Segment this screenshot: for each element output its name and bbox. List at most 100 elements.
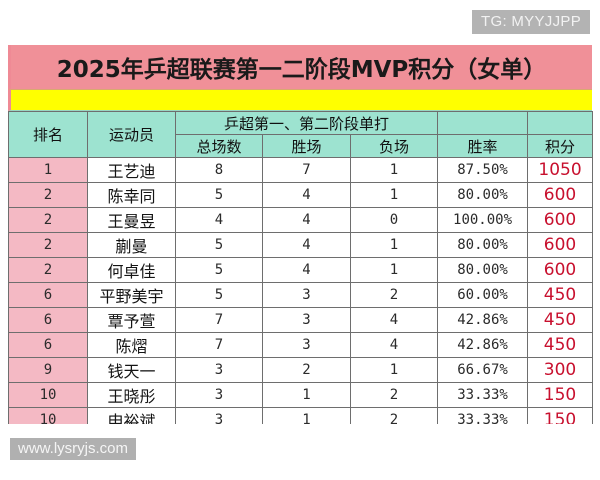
points-cell: 600	[527, 207, 594, 233]
wins-cell: 2	[262, 357, 351, 383]
rank-cell: 9	[8, 357, 88, 383]
total-cell: 4	[175, 207, 263, 233]
wins-cell: 3	[262, 282, 351, 308]
column-header-total: 总场数	[175, 134, 263, 158]
column-header-wins: 胜场	[262, 134, 351, 158]
wins-cell: 7	[262, 157, 351, 183]
table-row: 6 覃予萱 7 3 4 42.86% 450	[8, 307, 594, 333]
player-cell: 覃予萱	[87, 307, 176, 333]
header-spacer-winrate	[437, 111, 529, 135]
points-cell: 450	[527, 307, 594, 333]
player-cell: 何卓佳	[87, 257, 176, 283]
table-row: 6 陈熠 7 3 4 42.86% 450	[8, 332, 594, 358]
column-group-header-singles: 乒超第一、第二阶段单打	[174, 111, 439, 135]
points-cell: 1050	[527, 157, 594, 183]
rank-cell: 6	[8, 307, 88, 333]
winrate-cell: 42.86%	[437, 332, 529, 358]
table-row: 10 王晓彤 3 1 2 33.33% 150	[8, 382, 594, 408]
losses-cell: 1	[349, 357, 439, 383]
total-cell: 3	[175, 357, 263, 383]
header-row-bottom: 总场数 胜场 负场 胜率 积分	[9, 134, 594, 158]
player-cell: 王晓彤	[87, 382, 176, 408]
player-cell: 陈熠	[87, 332, 176, 358]
table-row: 6 平野美宇 5 3 2 60.00% 450	[8, 282, 594, 308]
wins-cell: 4	[262, 182, 351, 208]
winrate-cell: 42.86%	[437, 307, 529, 333]
player-cell: 陈幸同	[87, 182, 176, 208]
rank-cell: 6	[8, 332, 88, 358]
rank-cell: 10	[8, 382, 88, 408]
points-cell: 600	[527, 182, 594, 208]
winrate-cell: 80.00%	[437, 182, 529, 208]
winrate-cell: 60.00%	[437, 282, 529, 308]
total-cell: 5	[175, 257, 263, 283]
total-cell: 7	[175, 332, 263, 358]
table-row: 9 钱天一 3 2 1 66.67% 300	[8, 357, 594, 383]
player-cell: 平野美宇	[87, 282, 176, 308]
score-sheet: 2025年乒超联赛第一二阶段MVP积分（女单） 排名 运动员 乒超第一、第二阶段…	[8, 45, 594, 458]
table-body: 1 王艺迪 8 7 1 87.50% 1050 2 陈幸同 5 4 1 80.00% 600 2 王曼昱 4 4 0…	[8, 157, 594, 458]
total-cell: 3	[175, 382, 263, 408]
column-header-rank: 排名	[8, 111, 88, 158]
table-row: 2 蒯曼 5 4 1 80.00% 600	[8, 232, 594, 258]
player-cell: 王艺迪	[87, 157, 176, 183]
wins-cell: 3	[262, 332, 351, 358]
table-header: 排名 运动员 乒超第一、第二阶段单打 总场数 胜场 负场 胜率 积分	[8, 111, 594, 158]
losses-cell: 4	[349, 307, 439, 333]
losses-cell: 1	[349, 257, 439, 283]
winrate-cell: 33.33%	[437, 382, 529, 408]
winrate-cell: 80.00%	[437, 257, 529, 283]
header-row-top: 排名 运动员 乒超第一、第二阶段单打	[8, 111, 594, 158]
column-header-losses: 负场	[349, 134, 439, 158]
losses-cell: 0	[349, 207, 439, 233]
total-cell: 5	[175, 182, 263, 208]
rank-cell: 2	[8, 257, 88, 283]
accent-divider-band	[8, 89, 592, 111]
mvp-points-table: 排名 运动员 乒超第一、第二阶段单打 总场数 胜场 负场 胜率 积分 1 王艺迪 8…	[8, 111, 594, 458]
rank-cell: 6	[8, 282, 88, 308]
table-row: 2 何卓佳 5 4 1 80.00% 600	[8, 257, 594, 283]
points-cell: 300	[527, 357, 594, 383]
points-cell: 450	[527, 282, 594, 308]
player-cell: 蒯曼	[87, 232, 176, 258]
column-header-points: 积分	[527, 134, 594, 158]
winrate-cell: 87.50%	[437, 157, 529, 183]
column-header-winrate: 胜率	[437, 134, 529, 158]
total-cell: 5	[175, 232, 263, 258]
player-cell: 钱天一	[87, 357, 176, 383]
points-cell: 600	[527, 257, 594, 283]
telegram-badge: TG: MYYJJPP	[472, 10, 590, 34]
wins-cell: 3	[262, 307, 351, 333]
losses-cell: 2	[349, 382, 439, 408]
winrate-cell: 100.00%	[437, 207, 529, 233]
winrate-cell: 66.67%	[437, 357, 529, 383]
player-cell: 王曼昱	[87, 207, 176, 233]
header-spacer-points	[527, 111, 594, 135]
losses-cell: 1	[349, 157, 439, 183]
rank-cell: 2	[8, 182, 88, 208]
rank-cell: 2	[8, 232, 88, 258]
points-cell: 600	[527, 232, 594, 258]
table-row: 2 陈幸同 5 4 1 80.00% 600	[8, 182, 594, 208]
points-cell: 150	[527, 382, 594, 408]
total-cell: 5	[175, 282, 263, 308]
wins-cell: 4	[262, 257, 351, 283]
wins-cell: 4	[262, 232, 351, 258]
total-cell: 8	[175, 157, 263, 183]
losses-cell: 1	[349, 232, 439, 258]
table-row: 1 王艺迪 8 7 1 87.50% 1050	[8, 157, 594, 183]
page-title: 2025年乒超联赛第一二阶段MVP积分（女单）	[56, 57, 547, 83]
wins-cell: 1	[262, 382, 351, 408]
winrate-cell: 80.00%	[437, 232, 529, 258]
rank-cell: 2	[8, 207, 88, 233]
wins-cell: 4	[262, 207, 351, 233]
total-cell: 7	[175, 307, 263, 333]
site-watermark: www.lysryjs.com	[10, 438, 137, 460]
losses-cell: 4	[349, 332, 439, 358]
title-band: 2025年乒超联赛第一二阶段MVP积分（女单）	[8, 45, 592, 89]
losses-cell: 1	[349, 182, 439, 208]
losses-cell: 2	[349, 282, 439, 308]
points-cell: 450	[527, 332, 594, 358]
column-header-player: 运动员	[87, 111, 176, 158]
rank-cell: 1	[8, 157, 88, 183]
